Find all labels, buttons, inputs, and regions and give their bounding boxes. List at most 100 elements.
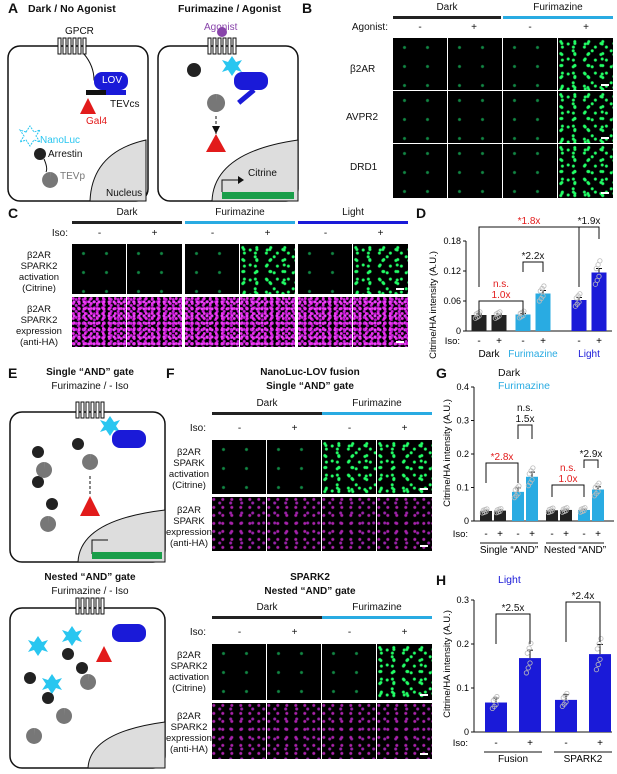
nanoluc-icon-right (222, 56, 242, 76)
iso-sign: - (516, 529, 519, 540)
micrograph-b-b2ar-dark-minus (393, 38, 447, 90)
micrograph-f-top-act-3 (322, 440, 376, 494)
panel-h-legend-light: Light (498, 574, 521, 586)
citrine-gene (222, 192, 294, 199)
nanoluc-label: NanoLuc (40, 135, 81, 146)
panel-f-bottom-sign-4: + (401, 627, 408, 638)
nucleus-single (77, 509, 166, 563)
data-point (525, 665, 531, 671)
panel-b-row-b2ar: β2AR (350, 64, 376, 75)
label-line: SPARK2 (170, 661, 208, 672)
panel-f-top-furimazine: Furimazine (352, 398, 402, 409)
panel-b-sign-4: + (583, 22, 589, 33)
panel-b-furimazine-bar (503, 16, 613, 19)
panel-label-h: H (436, 572, 447, 588)
panel-c-furimazine-bar (185, 221, 295, 224)
iso-label: Iso: (453, 738, 468, 749)
iso-sign: - (564, 738, 567, 749)
panel-f-bottom-row1-label: β2AR SPARK2 activation (Citrine) (166, 650, 212, 694)
label-line: expression (166, 527, 212, 538)
panel-f-bottom-row2-label: β2AR SPARK2 expression (anti-HA) (166, 711, 212, 755)
micrograph-f-bottom-act-4 (377, 644, 432, 700)
y-tick-label: 0.2 (456, 449, 469, 459)
group-label-fusion: Fusion (498, 754, 528, 765)
tevp-label: TEVp (60, 171, 86, 182)
gal4-icon-nested (96, 646, 112, 662)
agonist-label: Agonist (204, 22, 238, 33)
panel-b-row-drd1: DRD1 (350, 162, 378, 173)
panel-c-iso-label: Iso: (51, 228, 68, 239)
citrine-label: Citrine (248, 168, 277, 179)
label-line: expression (16, 326, 62, 337)
panel-a-diagram (7, 27, 299, 202)
group-label-spark2: SPARK2 (564, 754, 603, 765)
panel-e-bottom-sub: Furimazine / - Iso (51, 586, 129, 597)
panel-c-sign-3: - (210, 228, 215, 239)
micrograph-f-top-act-1 (212, 440, 266, 494)
panel-f-bottom-title1: SPARK2 (290, 572, 330, 583)
chart-h-ylabel: Citrine/HA intensity (A.U.) (442, 610, 453, 718)
data-point (582, 505, 588, 511)
data-point (564, 505, 570, 511)
panel-c-sign-4: + (264, 228, 271, 239)
nanoluc-icon-single (100, 416, 120, 436)
micrograph-c-exp-dark-plus (127, 297, 182, 347)
y-tick-label: 0.18 (443, 236, 461, 246)
panel-f-bottom-dark: Dark (256, 602, 278, 613)
chart-d-plot: 0 0.06 0.12 0.18 Iso: - + - + - + Dark Furimazine Lig… (443, 216, 612, 360)
bar (591, 272, 607, 331)
significance-bracket (522, 261, 544, 272)
significance-bracket (478, 226, 580, 287)
panel-c-dark-bar (72, 221, 182, 224)
micrograph-c-act-dark-minus (72, 244, 126, 294)
micrograph-c-act-light-minus (298, 244, 352, 294)
label-line: β2AR (177, 505, 201, 516)
data-point (523, 670, 530, 676)
micrograph-f-bottom-act-1 (212, 644, 266, 700)
bar (519, 658, 541, 732)
panel-c-row1-label: β2AR SPARK2 activation (Citrine) (8, 250, 70, 294)
iso-sign: - (550, 529, 553, 540)
nucleus-nested (87, 721, 166, 769)
membrane-tether-left (83, 53, 107, 85)
data-point (595, 489, 601, 495)
data-point (516, 483, 522, 489)
data-point (529, 477, 535, 483)
label-line: SPARK2 (20, 315, 58, 326)
micrograph-c-act-light-plus (353, 244, 408, 294)
data-point (497, 309, 503, 315)
y-tick-label: 0 (456, 326, 461, 336)
data-point (577, 291, 583, 297)
significance-bracket (478, 300, 524, 315)
micrograph-f-top-act-2 (267, 440, 321, 494)
panel-f-bottom-furimazine-bar (322, 616, 432, 619)
y-tick-label: 0.3 (456, 416, 469, 426)
panel-label-e: E (8, 365, 18, 381)
data-point (524, 650, 530, 656)
label-line: (Citrine) (22, 283, 56, 294)
tevp-icon-right (207, 94, 226, 112)
panel-b-sign-1: - (418, 22, 422, 33)
panel-b-dark-header: Dark (436, 2, 458, 13)
gal4-label: Gal4 (86, 116, 108, 127)
label-line: activation (18, 272, 60, 283)
label-line: SPARK (173, 458, 205, 469)
micrograph-c-act-fur-minus (185, 244, 239, 294)
significance-label: *2.4x (572, 591, 595, 602)
iso-sign: + (596, 336, 602, 347)
significance-bracket (551, 484, 585, 497)
data-point (549, 508, 555, 514)
panel-f-top-dark: Dark (256, 398, 278, 409)
tevp-icon-single (82, 454, 99, 470)
panel-label-b: B (302, 0, 313, 16)
panel-label-c: C (8, 205, 19, 221)
arrestin-label: Arrestin (48, 149, 83, 160)
data-point (576, 299, 582, 305)
chart-g: Citrine/HA intensity (A.U.) 0 0.1 0.2 0.3 0.… (442, 382, 614, 556)
bar (491, 315, 507, 331)
micrograph-c-exp-fur-plus (240, 297, 295, 347)
panel-b-agonist-label: Agonist: (351, 22, 388, 33)
group-label-light: Light (578, 349, 600, 360)
data-point (530, 465, 536, 471)
panel-f-top-sign-1: - (237, 423, 242, 434)
